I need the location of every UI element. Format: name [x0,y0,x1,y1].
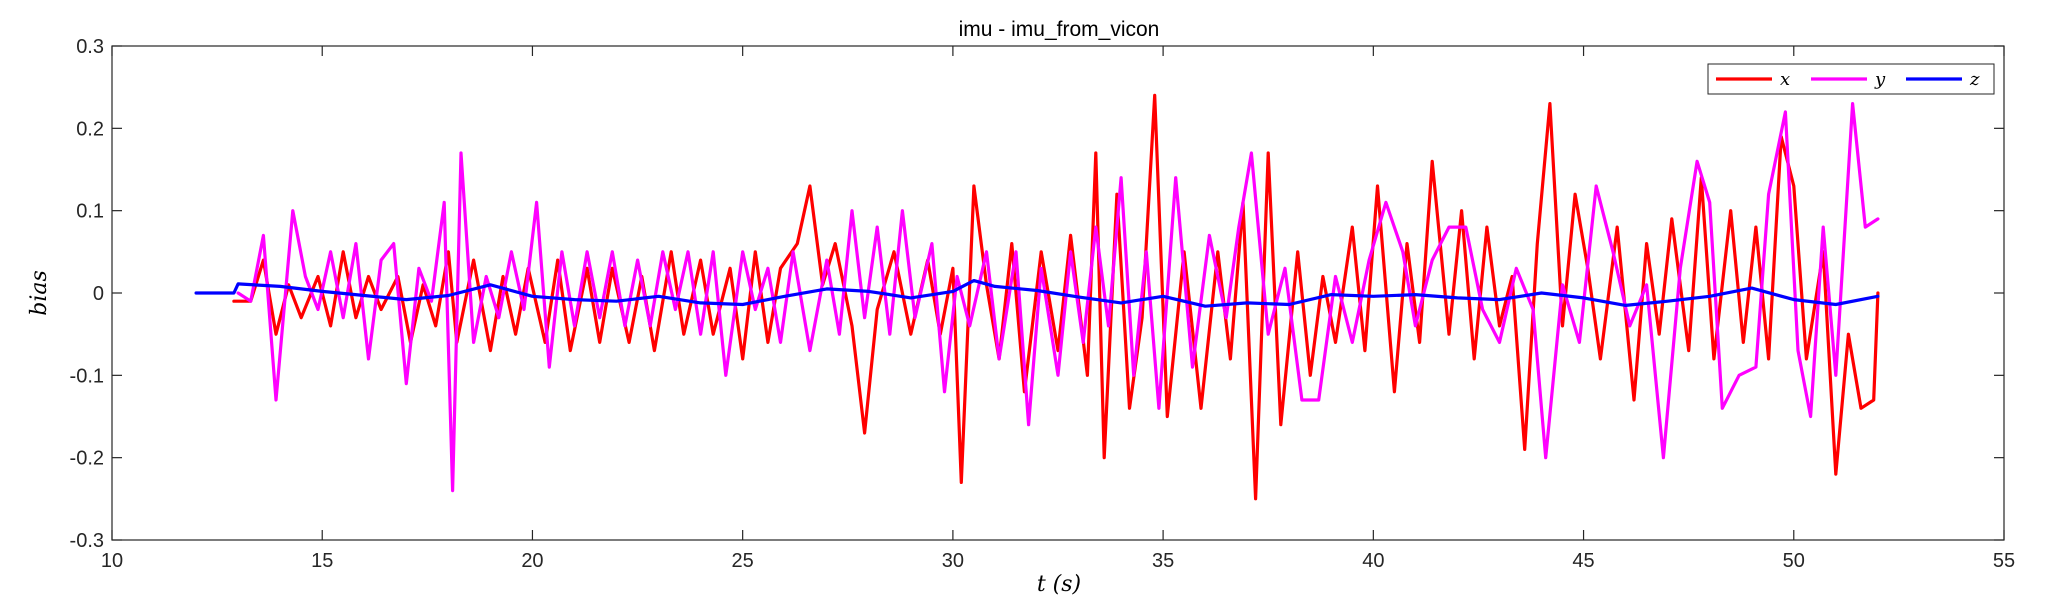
y-tick-label: 0 [93,283,104,305]
series-line-z [194,279,1880,308]
chart-title: imu - imu_from_vicon [959,18,1160,41]
series-group [194,93,1880,501]
legend: x y z [1707,63,1995,95]
x-tick-label: 20 [521,550,543,572]
x-tick-label: 35 [1152,550,1174,572]
y-tick-label: -0.2 [70,448,104,470]
legend-label-x: x [1780,69,1790,90]
y-tick-label: -0.3 [70,530,104,552]
x-tick-label: 45 [1572,550,1594,572]
series-line-x [232,93,1880,501]
y-axis: -0.3 -0.2 -0.1 0 0.1 0.2 0.3 [70,36,2004,552]
x-axis-label: t (s) [1037,572,1081,597]
series-line-y [236,102,1880,493]
x-tick-label: 55 [1993,550,2015,572]
plot-area [111,45,2005,541]
y-tick-label: -0.1 [70,365,104,387]
y-tick-label: 0.3 [76,36,104,58]
legend-label-z: z [1969,69,1980,90]
x-tick-label: 25 [732,550,754,572]
y-tick-label: 0.1 [76,201,104,223]
x-tick-label: 10 [101,550,123,572]
x-axis: 10 15 20 25 30 35 40 45 50 55 [101,46,2015,572]
x-tick-label: 15 [311,550,333,572]
legend-label-y: y [1874,69,1886,90]
x-tick-label: 50 [1783,550,1805,572]
y-tick-label: 0.2 [76,118,104,140]
x-tick-label: 30 [942,550,964,572]
x-tick-label: 40 [1362,550,1384,572]
y-axis-label: bias [27,270,52,316]
